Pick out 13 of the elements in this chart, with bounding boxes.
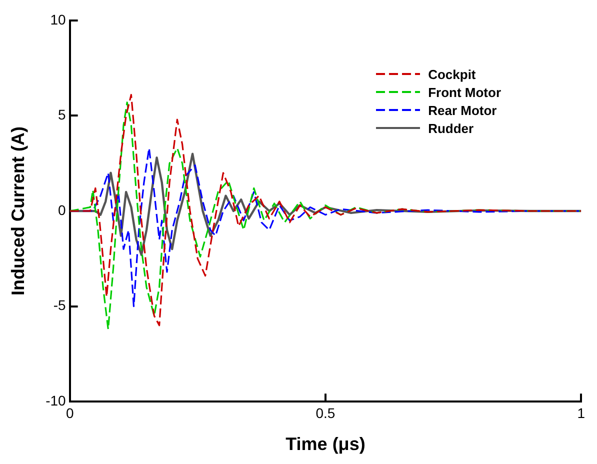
x-tick-label: 1 bbox=[577, 404, 586, 421]
x-tick-label: 0.5 bbox=[316, 404, 336, 421]
y-tick-label: 10 bbox=[50, 11, 66, 28]
legend-label: Cockpit bbox=[428, 66, 476, 82]
legend-label: Rear Motor bbox=[428, 102, 497, 118]
y-tick-label: -10 bbox=[46, 392, 66, 408]
legend-label: Rudder bbox=[428, 120, 474, 136]
y-tick-label: 0 bbox=[58, 202, 66, 218]
y-tick-label: 5 bbox=[58, 106, 66, 123]
x-axis-title: Time (μs) bbox=[286, 434, 366, 454]
y-axis-title: Induced Current (A) bbox=[8, 126, 28, 296]
y-tick-label: -5 bbox=[53, 297, 66, 314]
legend-label: Front Motor bbox=[428, 84, 502, 100]
